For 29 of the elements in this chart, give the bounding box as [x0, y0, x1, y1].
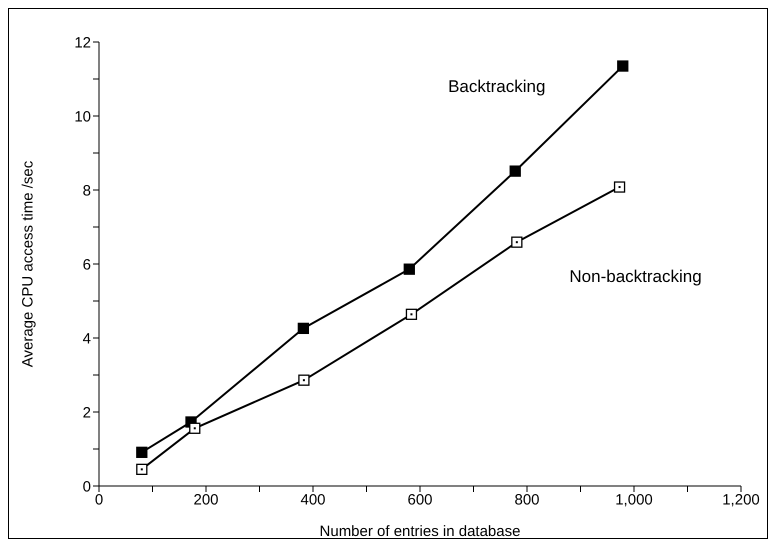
x-tick-label: 400 [300, 492, 326, 509]
point [510, 165, 521, 177]
x-tick-label: 0 [94, 492, 104, 509]
x-tick-label: 1,000 [615, 492, 653, 509]
point [136, 446, 148, 458]
point [511, 236, 522, 248]
point [406, 308, 418, 320]
series-label: Backtracking [448, 77, 546, 96]
y-tick-label: 8 [82, 182, 91, 200]
x-tick-label: 800 [514, 492, 540, 509]
y-tick-label: 2 [82, 404, 91, 422]
x-tick-label: 200 [193, 492, 219, 509]
y-tick-label: 6 [82, 256, 91, 274]
text: Non-backtracking [569, 267, 702, 286]
point [298, 374, 310, 386]
x-tick-label: 1,200 [722, 492, 760, 509]
point [614, 181, 626, 193]
point [136, 464, 148, 475]
point [298, 322, 310, 334]
y-tick-label: 4 [82, 330, 91, 348]
point [617, 60, 628, 72]
point [189, 422, 200, 434]
y-tick-label: 0 [82, 478, 91, 496]
x-axis-title: Number of entries in database [320, 523, 520, 539]
x-tick-label: 600 [407, 492, 433, 509]
point [404, 264, 415, 275]
y-axis-title: Average CPU access time /sec [19, 160, 36, 368]
y-tick-label: 10 [74, 108, 91, 126]
y-tick-label: 12 [74, 34, 91, 52]
